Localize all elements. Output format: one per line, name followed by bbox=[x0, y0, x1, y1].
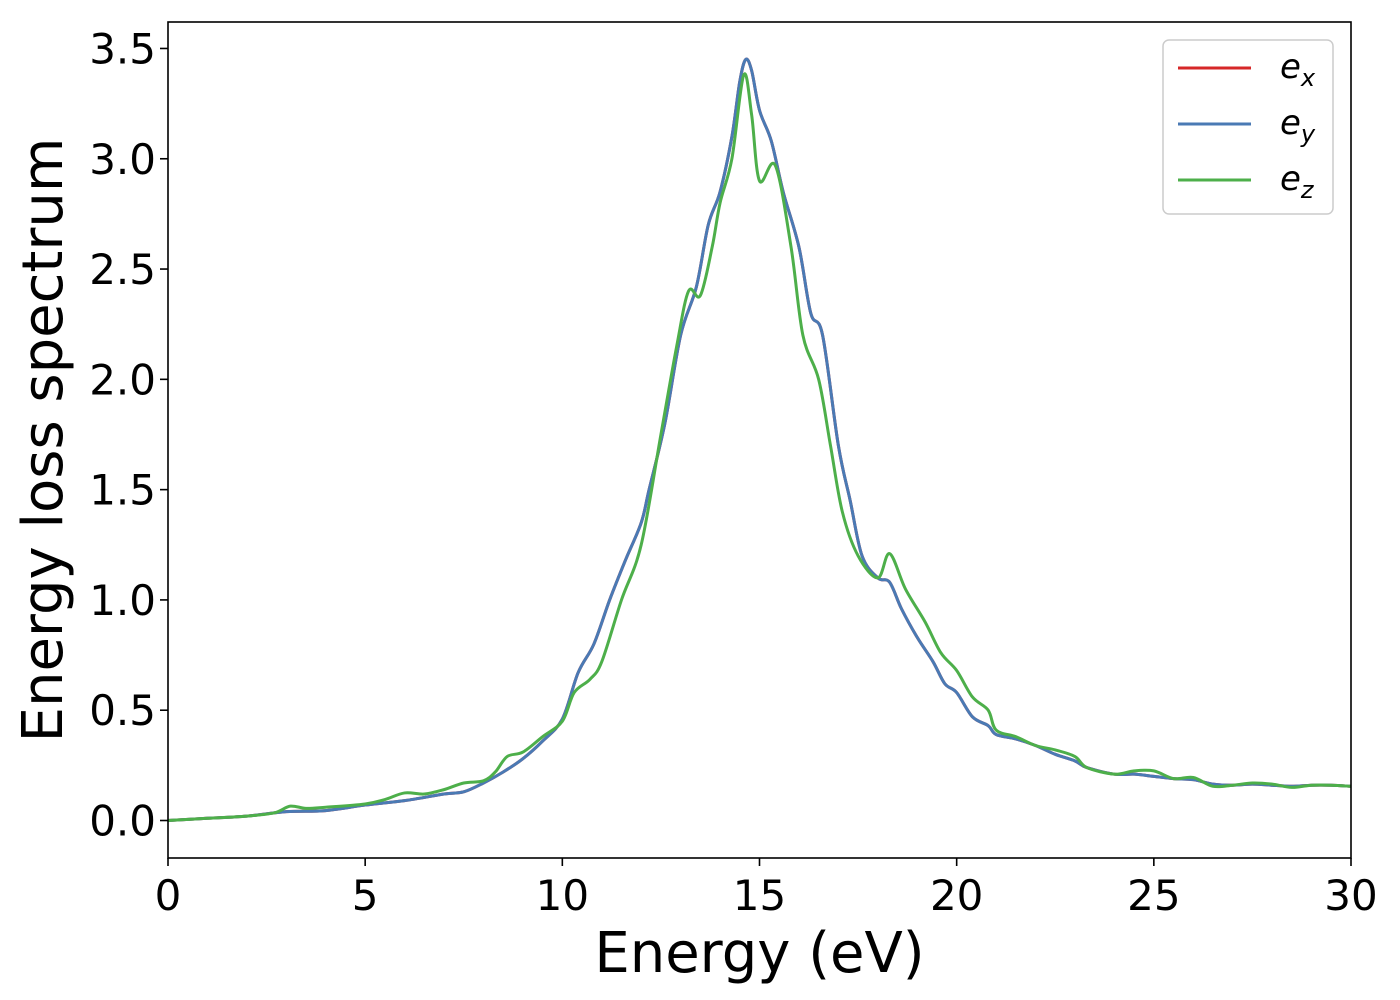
x-tick-label: 10 bbox=[536, 871, 589, 920]
y-tick-label: 0.5 bbox=[89, 686, 156, 735]
x-tick-label: 5 bbox=[352, 871, 379, 920]
x-tick-label: 30 bbox=[1324, 871, 1377, 920]
y-tick-label: 1.5 bbox=[89, 466, 156, 515]
x-axis-title: Energy (eV) bbox=[594, 921, 924, 986]
series-layer bbox=[167, 57, 1352, 822]
y-tick-label: 1.0 bbox=[89, 576, 156, 625]
x-tick-label: 0 bbox=[155, 871, 182, 920]
legend-label-y: ey bbox=[1280, 103, 1316, 148]
y-axis: 0.0 0.5 1.0 1.5 2.0 2.5 3.0 3.5 bbox=[89, 24, 168, 846]
y-tick-label: 2.0 bbox=[89, 355, 156, 404]
y-tick-label: 3.0 bbox=[89, 135, 156, 184]
y-tick-label: 3.5 bbox=[89, 24, 156, 73]
legend-label-x: ex bbox=[1280, 47, 1316, 92]
y-tick-label: 0.0 bbox=[89, 797, 156, 846]
x-tick-label: 20 bbox=[930, 871, 983, 920]
x-axis: 0 5 10 15 20 25 30 bbox=[155, 858, 1378, 920]
legend-box bbox=[1162, 39, 1334, 215]
legend-label-z: ez bbox=[1280, 159, 1315, 204]
x-tick-label: 15 bbox=[733, 871, 786, 920]
series-line-z bbox=[167, 72, 1352, 822]
plot-background bbox=[168, 22, 1351, 858]
x-tick-label: 25 bbox=[1127, 871, 1180, 920]
y-tick-label: 2.5 bbox=[89, 245, 156, 294]
series-line-y bbox=[167, 57, 1352, 822]
y-axis-title: Energy loss spectrum bbox=[11, 138, 76, 743]
legend: ex ey ez bbox=[1162, 39, 1334, 215]
